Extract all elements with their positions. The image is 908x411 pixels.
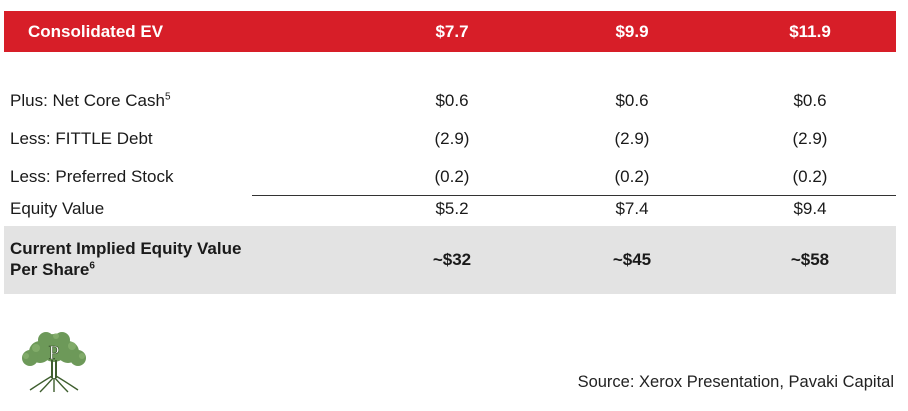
row-value: (0.2) (434, 167, 470, 186)
header-value-2: $9.9 (615, 22, 649, 41)
header-value-3: $11.9 (789, 22, 831, 41)
row-value: (0.2) (614, 167, 650, 186)
row-label: Less: FITTLE Debt (10, 129, 153, 148)
svg-text:P: P (48, 342, 59, 364)
source-note: Source: Xerox Presentation, Pavaki Capit… (577, 373, 894, 391)
row-label: Plus: Net Core Cash5 (10, 91, 171, 110)
footnote-marker: 5 (164, 91, 171, 103)
header-row: Consolidated EV $7.7 $9.9 $11.9 (4, 11, 896, 52)
table-row: Less: Preferred Stock (0.2) (0.2) (0.2) (4, 158, 896, 196)
valuation-table: Consolidated EV $7.7 $9.9 $11.9 Plus: Ne… (4, 11, 896, 294)
total-value: ~$58 (790, 250, 830, 269)
total-row: Current Implied Equity Value Per Share6 ~… (4, 226, 896, 294)
row-value: $0.6 (435, 91, 469, 110)
total-value: ~$32 (432, 250, 472, 269)
row-value: $9.4 (793, 199, 827, 218)
row-value: (2.9) (614, 129, 650, 148)
table-row: Less: FITTLE Debt (2.9) (2.9) (2.9) (4, 120, 896, 158)
row-label: Less: Preferred Stock (10, 167, 174, 186)
total-value: ~$45 (612, 250, 652, 269)
tree-logo-icon: P (16, 330, 92, 394)
row-value: (2.9) (434, 129, 470, 148)
spacer (4, 52, 896, 82)
row-value: $0.6 (793, 91, 827, 110)
row-label: Equity Value (10, 199, 105, 218)
header-label: Consolidated EV (28, 22, 164, 41)
header-value-1: $7.7 (435, 22, 469, 41)
total-label: Current Implied Equity Value Per Share6 (10, 239, 242, 279)
table-row: Equity Value $5.2 $7.4 $9.4 (4, 196, 896, 226)
table-row: Plus: Net Core Cash5 $0.6 $0.6 $0.6 (4, 82, 896, 120)
row-value: $7.4 (615, 199, 649, 218)
row-value: (0.2) (792, 167, 828, 186)
subtotal-rule (252, 195, 896, 196)
row-value: $0.6 (615, 91, 649, 110)
footnote-marker: 6 (89, 260, 95, 272)
row-value: $5.2 (435, 199, 469, 218)
row-value: (2.9) (792, 129, 828, 148)
